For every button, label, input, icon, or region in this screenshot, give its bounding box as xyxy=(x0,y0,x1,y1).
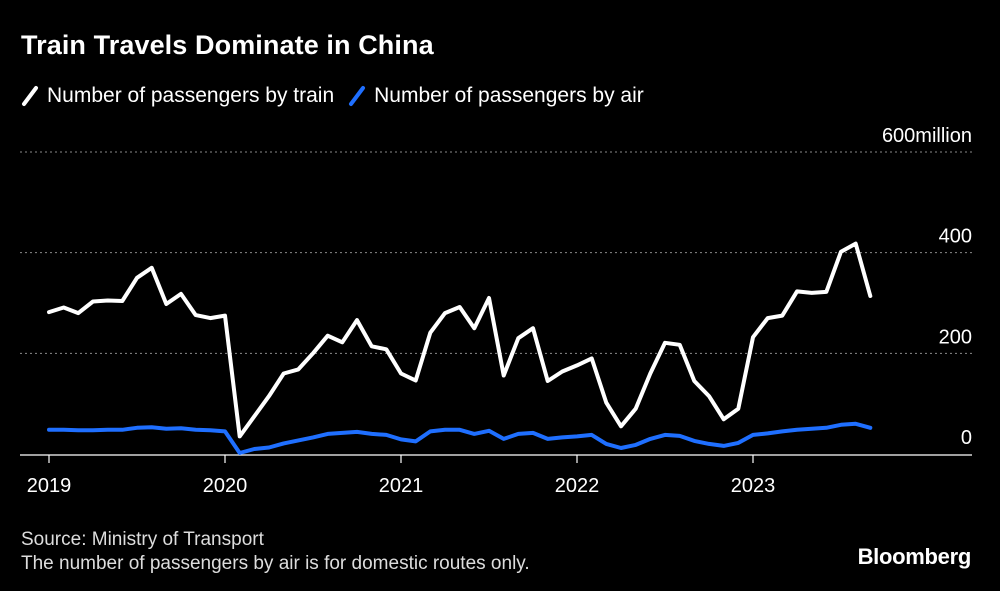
train-series-line xyxy=(47,241,873,439)
bloomberg-logo: Bloomberg xyxy=(857,544,972,569)
legend-item-train: Number of passengers by train xyxy=(21,84,334,108)
source-note: Source: Ministry of Transport xyxy=(21,529,264,550)
chart-legend: Number of passengers by train Number of … xyxy=(21,84,658,108)
y-tick-label: 400 xyxy=(939,226,972,248)
legend-swatch-train xyxy=(21,85,39,107)
y-tick-label: 200 xyxy=(939,326,972,348)
y-tick-label: 0 xyxy=(961,427,972,449)
legend-swatch-air xyxy=(348,85,366,107)
y-tick-label: 600million xyxy=(882,125,972,147)
legend-item-air: Number of passengers by air xyxy=(348,84,644,108)
chart-footer: Source: Ministry of Transport The number… xyxy=(21,528,530,576)
x-tick-label: 2021 xyxy=(379,475,424,497)
chart-title: Train Travels Dominate in China xyxy=(21,30,434,60)
x-tick-label: 2019 xyxy=(27,475,72,497)
x-tick-label: 2020 xyxy=(203,475,248,497)
x-tick-label: 2022 xyxy=(555,475,600,497)
line-chart: 0 200 400 600million 2019 2020 2021 2022 2023 xyxy=(20,125,972,497)
footnote: The number of passengers by air is for d… xyxy=(21,553,530,574)
air-series-line xyxy=(47,421,873,455)
x-tick-label: 2023 xyxy=(731,475,776,497)
legend-label-air: Number of passengers by air xyxy=(374,84,644,107)
legend-label-train: Number of passengers by train xyxy=(47,84,335,107)
